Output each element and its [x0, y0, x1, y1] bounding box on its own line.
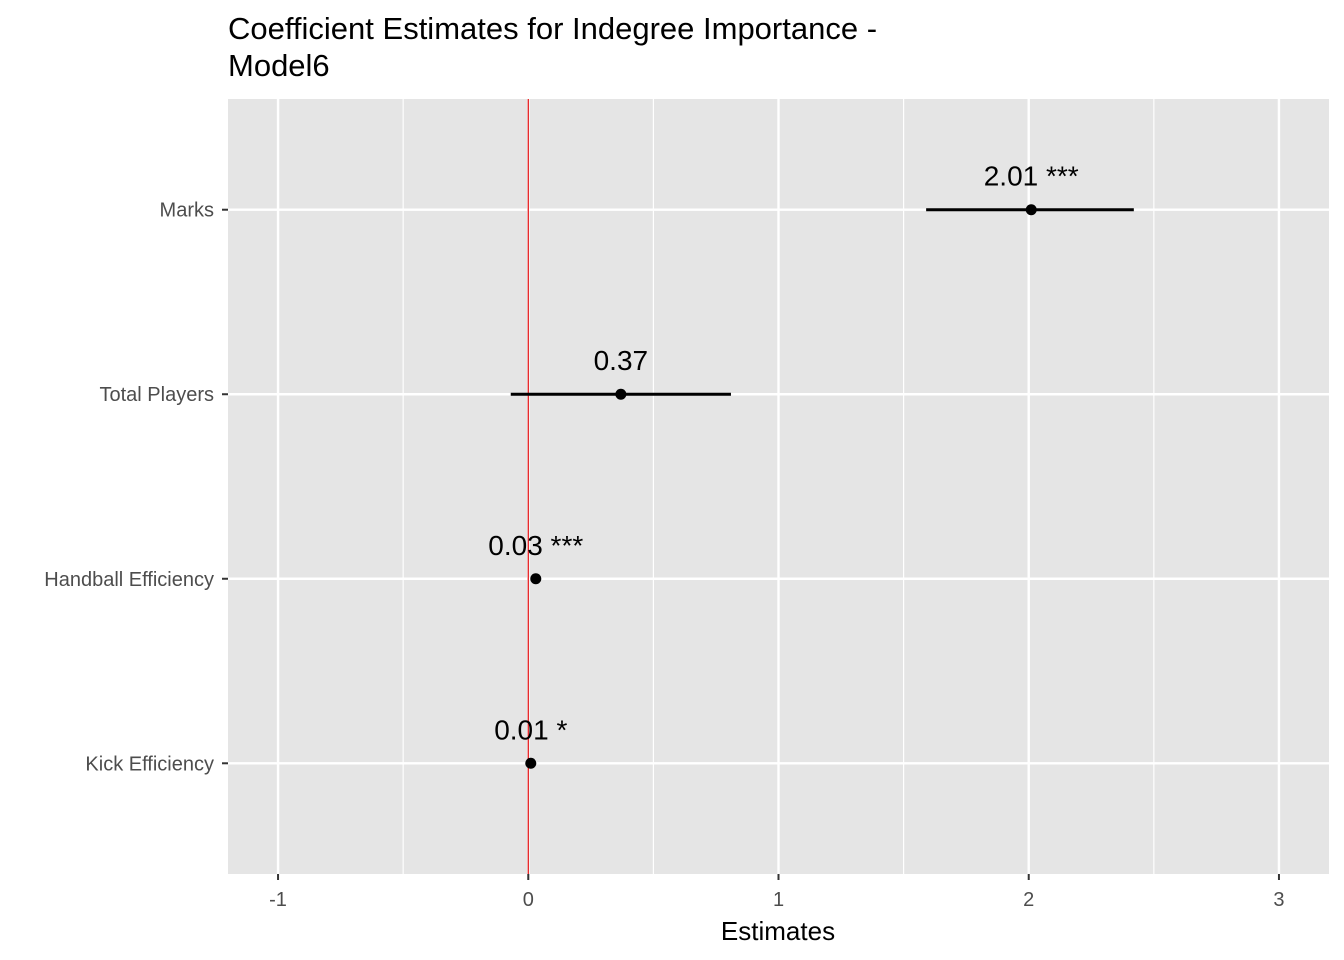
estimate-label: 0.01 *	[494, 714, 567, 745]
estimate-point	[615, 388, 627, 400]
estimate-marks	[510, 204, 1134, 769]
grid-minor	[402, 99, 1155, 874]
grid-major	[228, 99, 1329, 874]
x-axis-title: Estimates	[721, 916, 835, 946]
chart-title-line-1: Coefficient Estimates for Indegree Impor…	[228, 11, 878, 46]
x-tick-label: 1	[773, 889, 784, 911]
estimate-label: 0.37	[594, 345, 649, 376]
y-tick-label: Total Players	[100, 384, 215, 406]
estimate-label: 0.03 ***	[488, 530, 583, 561]
estimate-label: 2.01 ***	[984, 161, 1079, 192]
chart-title: Coefficient Estimates for Indegree Impor…	[228, 10, 877, 84]
y-tick-label: Handball Efficiency	[44, 569, 214, 591]
estimate-point	[525, 757, 537, 769]
estimate-point	[1025, 204, 1037, 216]
x-tick-label: 3	[1273, 889, 1284, 911]
x-axis: -1 0 1 2 3	[269, 874, 1285, 911]
chart-title-line-2: Model6	[228, 48, 330, 83]
y-tick-label: Kick Efficiency	[85, 753, 214, 775]
x-tick-label: 0	[523, 889, 534, 911]
estimate-annotations: 0.01 * 0.03 *** 0.37 2.01 ***	[488, 161, 1079, 746]
y-axis: Kick Efficiency Handball Efficiency Total …	[44, 200, 228, 775]
x-tick-label: -1	[269, 889, 287, 911]
y-tick-label: Marks	[160, 200, 214, 222]
estimate-point	[530, 573, 542, 585]
x-tick-label: 2	[1023, 889, 1034, 911]
